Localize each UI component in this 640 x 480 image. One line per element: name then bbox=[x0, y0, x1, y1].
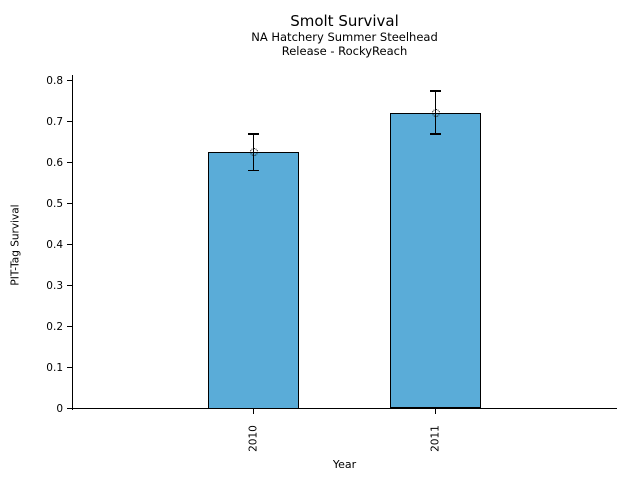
y-axis-tick bbox=[66, 120, 72, 123]
y-axis-tick bbox=[66, 161, 72, 164]
x-axis-tick bbox=[252, 409, 255, 415]
y-axis-tick bbox=[66, 243, 72, 246]
y-axis-tick bbox=[66, 284, 72, 287]
chart-subtitle-line1: NA Hatchery Summer Steelhead bbox=[251, 30, 438, 44]
error-bar-cap-top bbox=[248, 133, 259, 135]
y-axis-tick bbox=[66, 202, 72, 205]
y-tick-label: 0.2 bbox=[46, 320, 63, 333]
error-bar-cap-top bbox=[430, 90, 441, 92]
chart-title: Smolt Survival bbox=[290, 12, 399, 30]
y-tick-label: 0.6 bbox=[46, 156, 63, 169]
y-axis-label: PIT-Tag Survival bbox=[9, 204, 22, 286]
bar-2010 bbox=[208, 152, 299, 409]
y-tick-label: 0.3 bbox=[46, 279, 63, 292]
y-axis-tick bbox=[66, 325, 72, 328]
y-tick-label: 0.8 bbox=[46, 74, 63, 87]
chart-subtitle-line2: Release - RockyReach bbox=[281, 44, 408, 58]
error-bar-cap-bottom bbox=[430, 133, 441, 135]
error-bar-cap-bottom bbox=[248, 169, 259, 172]
y-axis-tick bbox=[66, 366, 72, 369]
y-axis-spine bbox=[71, 75, 73, 410]
x-axis-tick bbox=[434, 409, 437, 415]
y-tick-label: 0.1 bbox=[46, 361, 63, 374]
bar-2011 bbox=[390, 113, 481, 409]
x-axis-spine bbox=[71, 407, 617, 410]
y-tick-label: 0.5 bbox=[46, 197, 63, 210]
y-axis-tick bbox=[66, 79, 72, 82]
x-axis-label: Year bbox=[332, 458, 357, 471]
y-tick-label: 0 bbox=[56, 402, 63, 415]
data-point-marker-2011 bbox=[431, 109, 440, 118]
x-tick-label-2011: 2011 bbox=[429, 425, 441, 452]
x-tick-label-2010: 2010 bbox=[247, 425, 259, 452]
y-tick-label: 0.4 bbox=[46, 238, 63, 251]
y-axis-tick bbox=[66, 407, 72, 410]
data-point-marker-2010 bbox=[249, 148, 258, 157]
y-tick-label: 0.7 bbox=[46, 115, 63, 128]
